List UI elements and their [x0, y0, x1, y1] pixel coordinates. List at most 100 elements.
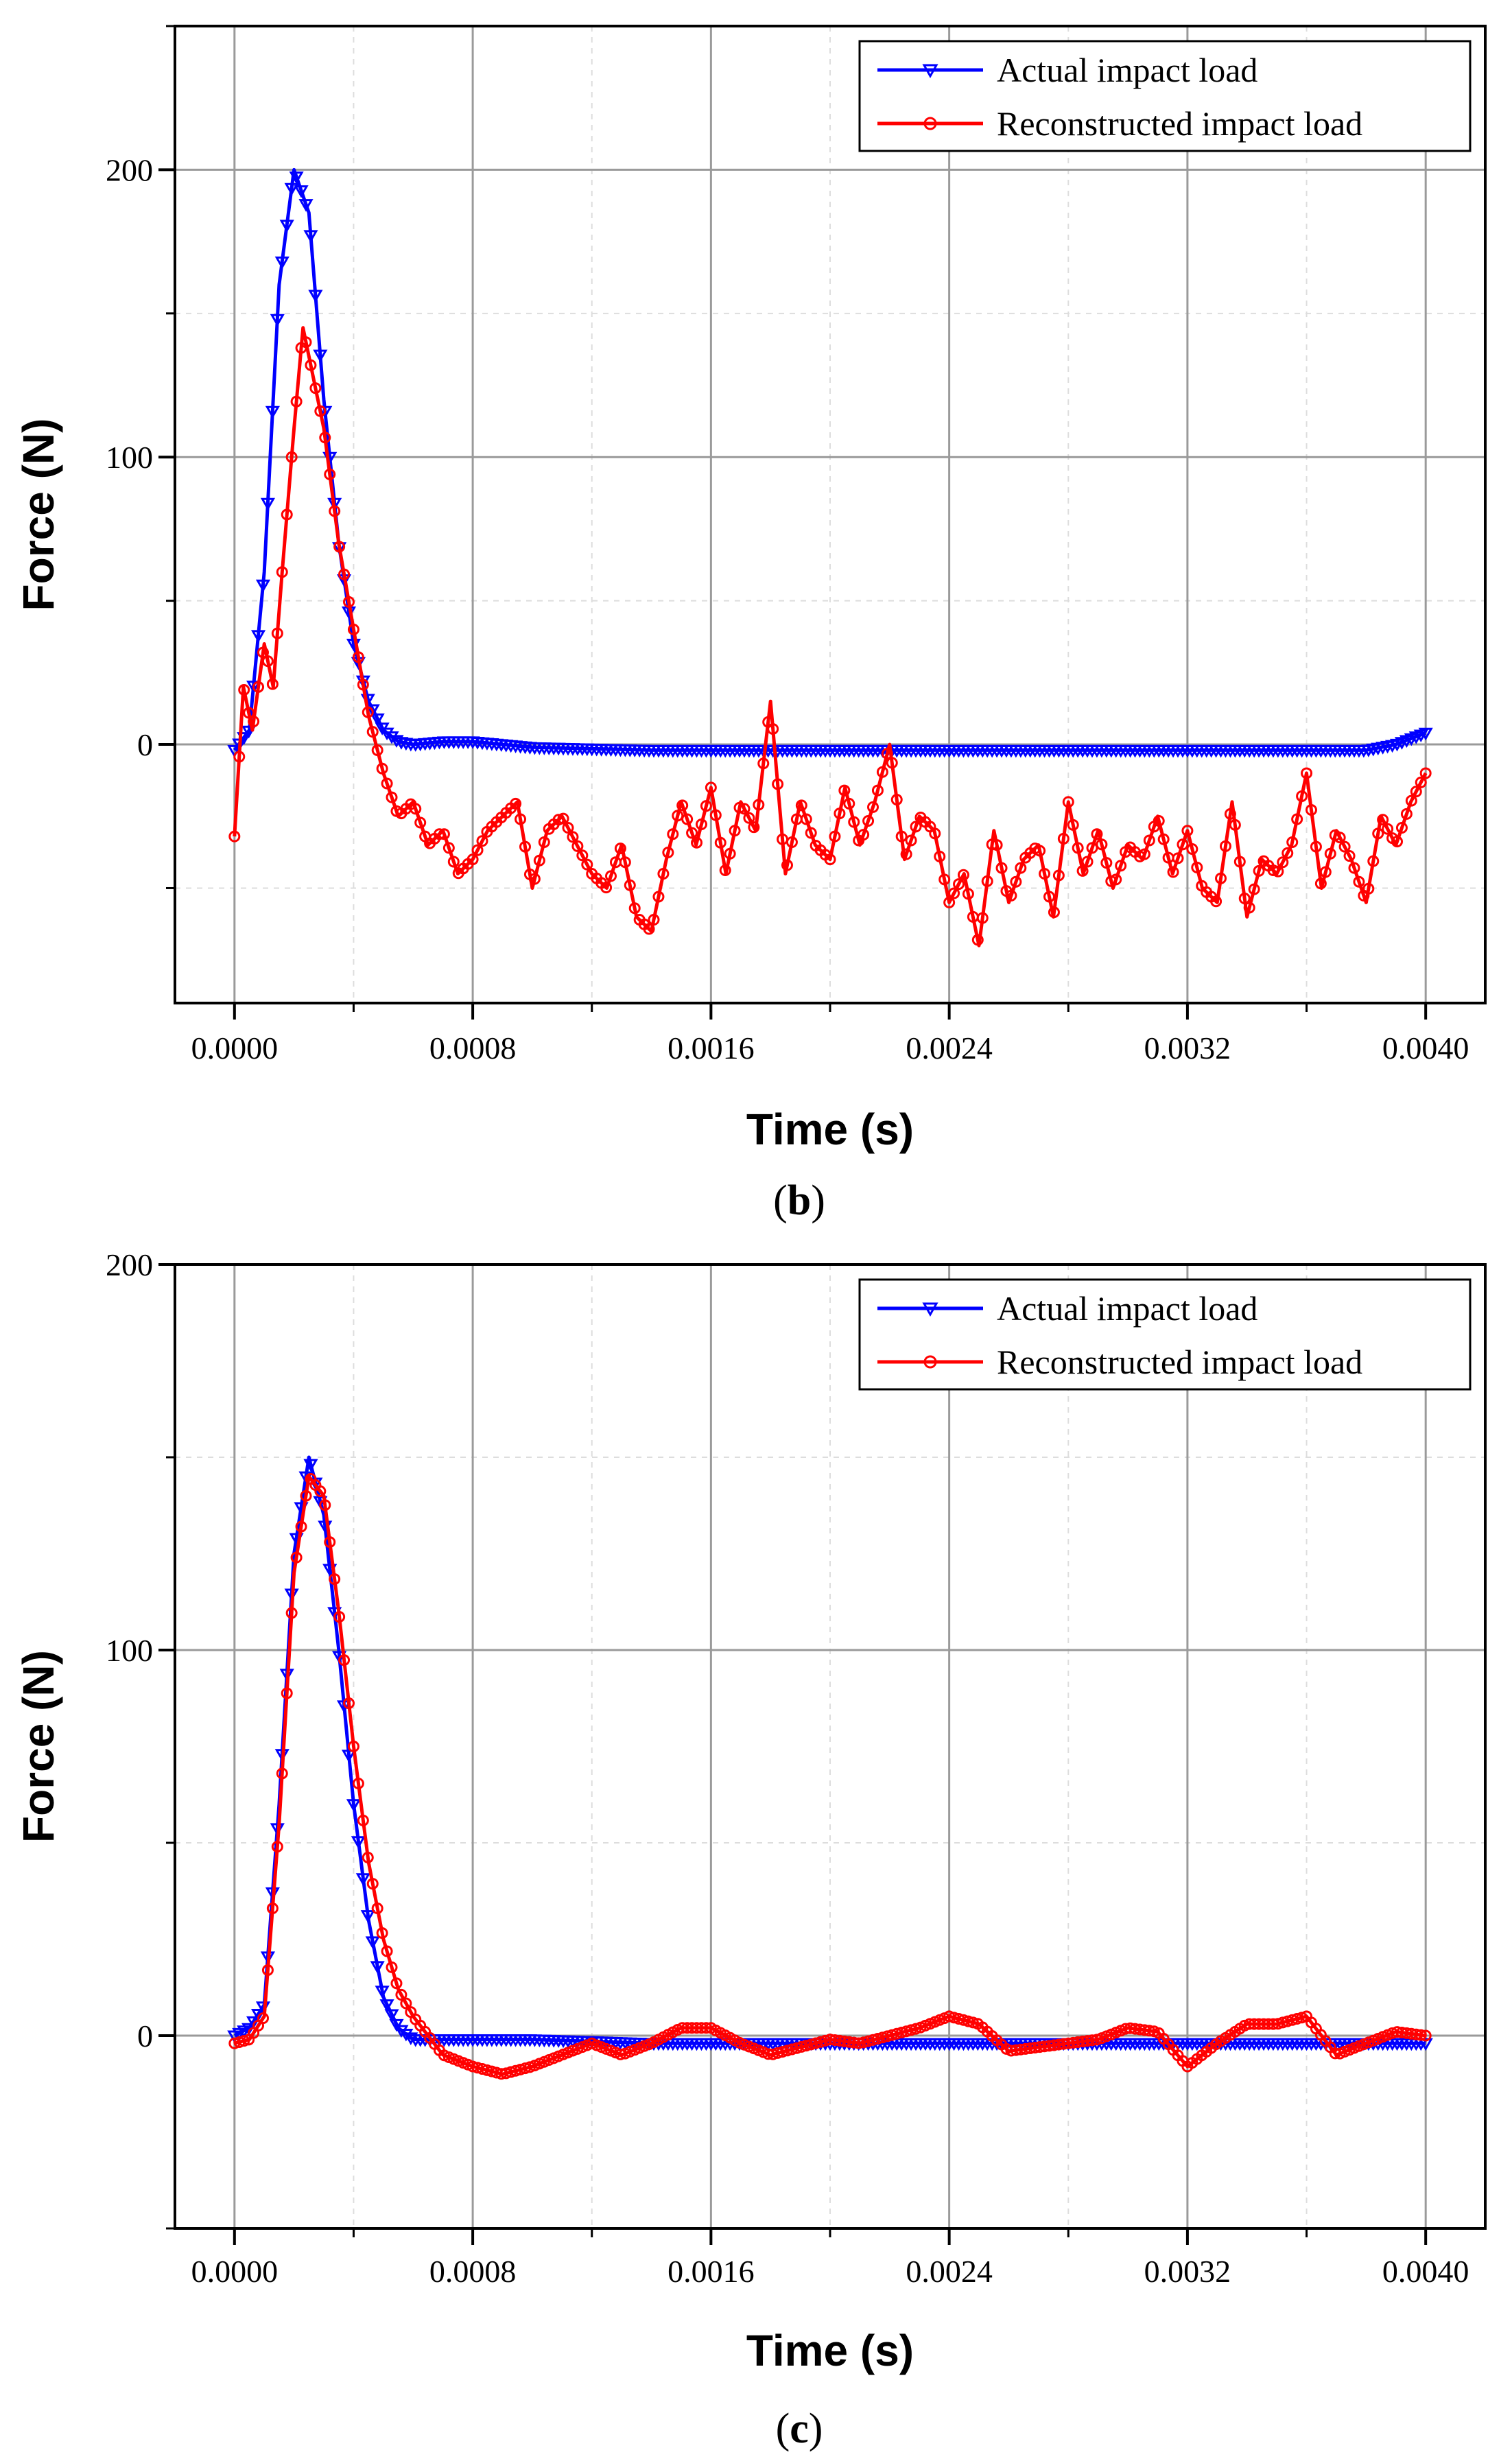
series-marker-circle	[1419, 2029, 1432, 2042]
series-marker-circle	[886, 757, 898, 769]
y-tick-label: 100	[106, 1633, 153, 1668]
series-marker-circle	[1267, 864, 1279, 877]
series-marker-triangle	[1418, 727, 1433, 741]
series-marker-circle	[271, 1841, 283, 1853]
series-marker-triangle	[303, 230, 318, 243]
series-marker-circle	[357, 679, 369, 691]
series-marker-circle	[600, 882, 613, 894]
series-marker-circle	[1229, 819, 1241, 831]
series-marker-circle	[290, 1551, 303, 1564]
series-marker-circle	[1072, 842, 1084, 854]
series-marker-circle	[1157, 833, 1170, 845]
series-marker-circle	[329, 505, 341, 517]
series-marker-circle	[976, 912, 989, 924]
legend-marker-circle	[923, 1355, 937, 1369]
series-marker-circle	[1334, 832, 1346, 844]
series-marker-circle	[1319, 866, 1332, 878]
series-marker-circle	[848, 816, 860, 828]
series-marker-circle	[1415, 776, 1427, 788]
series-marker-circle	[576, 849, 589, 862]
series-marker-circle	[338, 568, 351, 580]
series-marker-circle	[233, 751, 246, 763]
series-marker-circle	[581, 858, 593, 871]
series-marker-triangle	[318, 405, 333, 419]
series-marker-triangle	[365, 1936, 380, 1949]
series-marker-circle	[285, 451, 298, 463]
caption-open-paren: (	[776, 2405, 790, 2452]
series-marker-circle	[733, 801, 746, 814]
series-marker-circle	[1382, 823, 1394, 835]
series-marker-circle	[652, 891, 665, 903]
series-marker-circle	[362, 706, 374, 718]
series-marker-circle	[261, 1964, 274, 1976]
series-marker-circle	[352, 1777, 364, 1789]
series-marker-circle	[986, 838, 998, 851]
series-marker-circle	[305, 359, 317, 371]
series-marker-triangle	[360, 1910, 375, 1923]
series-marker-circle	[1243, 902, 1255, 914]
series-marker-circle	[366, 726, 379, 738]
panel-caption: (b)	[773, 1177, 825, 1224]
series-marker-triangle	[260, 497, 276, 511]
series-marker-circle	[953, 878, 965, 891]
series-marker-circle	[881, 747, 893, 760]
series-marker-triangle	[389, 2018, 404, 2032]
legend-label: Actual impact load	[997, 1289, 1257, 1328]
series-marker-circle	[971, 934, 984, 946]
chart-panel-b: 0.0000 0.0008 0.0016 0.0024 0.0032 0.0040 0 100…	[14, 25, 1487, 1224]
y-tick-label: 0	[137, 727, 153, 762]
series-marker-triangle	[384, 2009, 399, 2023]
series-marker-circle	[376, 762, 388, 775]
series-marker-circle	[805, 827, 817, 839]
series-marker-circle	[628, 902, 641, 915]
series-marker-circle	[381, 777, 393, 790]
series-marker-circle	[438, 828, 450, 840]
x-tick-label: 0.0024	[906, 2254, 993, 2289]
series-marker-circle	[238, 683, 250, 696]
series-marker-circle	[929, 827, 941, 840]
series-marker-circle	[248, 716, 260, 728]
series-marker-circle	[1015, 862, 1027, 874]
series-marker-circle	[347, 624, 359, 636]
series-marker-circle	[271, 627, 283, 639]
series-marker-circle	[957, 869, 969, 881]
series-marker-circle	[557, 812, 569, 825]
series-marker-circle	[266, 1903, 279, 1915]
series-marker-circle	[1067, 819, 1079, 831]
series-marker-circle	[890, 793, 903, 805]
series-marker-circle	[386, 1961, 398, 1973]
series-marker-circle	[281, 508, 293, 521]
x-axis-title: Time (s)	[746, 1105, 914, 1154]
x-tick-label: 0.0000	[191, 1031, 279, 1065]
series-marker-triangle	[250, 630, 266, 643]
series-marker-circle	[724, 847, 736, 860]
series-marker-circle	[824, 853, 836, 866]
series-marker-circle	[785, 836, 798, 848]
series-marker-circle	[648, 914, 660, 926]
series-marker-circle	[748, 821, 760, 834]
series-marker-circle	[261, 655, 274, 668]
series-marker-circle	[1296, 790, 1308, 802]
series-marker-circle	[395, 1988, 407, 2001]
series-marker-circle	[528, 873, 541, 885]
series-marker-triangle	[284, 182, 299, 196]
y-axis-title: Force (N)	[14, 419, 63, 611]
series-marker-circle	[719, 864, 731, 877]
caption-close-paren: )	[809, 2405, 823, 2452]
series-marker-circle	[533, 854, 545, 867]
series-marker-triangle	[270, 314, 285, 327]
series-marker-circle	[371, 744, 383, 756]
series-marker-triangle	[246, 681, 261, 694]
panel-caption: (c)	[776, 2405, 823, 2452]
series-marker-circle	[624, 879, 636, 891]
series-marker-circle	[1091, 828, 1103, 840]
series-marker-circle	[1310, 840, 1322, 853]
series-marker-circle	[538, 836, 550, 848]
series-marker-circle	[1296, 2012, 1308, 2024]
series-marker-circle	[991, 839, 1003, 851]
series-marker-triangle	[370, 1961, 385, 1974]
y-tick-label: 200	[106, 1247, 153, 1282]
series-marker-circle	[476, 835, 488, 847]
series-marker-circle	[948, 887, 960, 899]
series-marker-circle	[252, 681, 265, 693]
